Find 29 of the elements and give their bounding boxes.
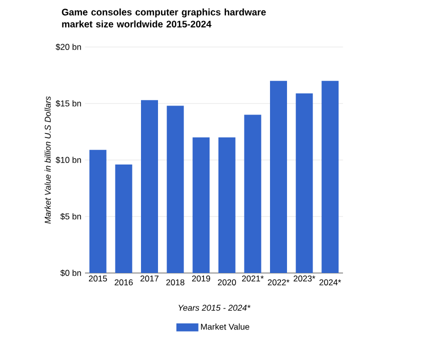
y-tick-label: $5 bn — [60, 213, 81, 220]
x-tick-label: 2021* — [242, 276, 264, 282]
x-tick-label: 2016 — [114, 279, 133, 286]
x-tick-label: 2017 — [140, 276, 158, 282]
legend-label: Market Value — [201, 324, 250, 330]
bar — [141, 100, 158, 273]
x-tick-label: 2022* — [268, 279, 290, 286]
y-tick-label: $0 bn — [60, 270, 81, 276]
bar — [218, 137, 236, 273]
x-tick-label: 2015 — [88, 276, 107, 282]
y-tick-label: $20 bn — [56, 44, 81, 50]
x-tick-label: 2018 — [166, 279, 184, 286]
x-axis-title: Years 2015 - 2024* — [178, 304, 250, 311]
x-tick-label: 2024* — [319, 279, 342, 286]
bar — [296, 93, 313, 273]
bar — [166, 106, 184, 273]
y-tick-label: $10 bn — [56, 156, 81, 164]
y-axis-title: Market Value in billion U.S Dollars — [44, 96, 51, 224]
x-tick-label: 2020 — [218, 279, 236, 286]
bar — [322, 80, 339, 273]
bar — [115, 164, 132, 273]
bar — [192, 137, 210, 273]
x-tick-label: 2023* — [294, 276, 316, 282]
bar — [270, 80, 288, 273]
bar — [244, 114, 262, 273]
y-tick-label: $15 bn — [56, 100, 81, 107]
bar — [89, 150, 106, 273]
chart-title: Game consoles computer graphics hardware market size worldwide 2015-2024 — [62, 8, 266, 28]
x-tick-label: 2019 — [192, 276, 210, 282]
